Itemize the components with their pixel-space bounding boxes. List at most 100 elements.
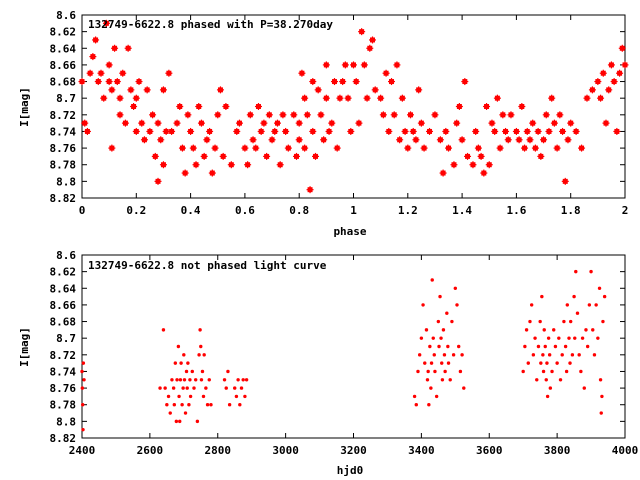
phased-data-point bbox=[151, 152, 159, 160]
unphased-data-point bbox=[419, 336, 424, 340]
phased-data-point bbox=[189, 144, 197, 152]
phased-data-point bbox=[233, 127, 241, 135]
unphased-y-tick-label: 8.62 bbox=[50, 266, 77, 279]
phased-data-point bbox=[322, 94, 330, 102]
unphased-data-point bbox=[541, 353, 545, 357]
unphased-data-point bbox=[528, 319, 532, 324]
phased-data-point bbox=[344, 94, 352, 102]
phased-data-point bbox=[159, 86, 167, 94]
phased-data-point bbox=[81, 119, 89, 127]
phased-points bbox=[78, 19, 629, 194]
unphased-data-point bbox=[446, 361, 451, 365]
unphased-data-point bbox=[436, 319, 441, 324]
unphased-data-point bbox=[552, 328, 556, 332]
unphased-data-point bbox=[439, 336, 443, 340]
phased-data-point bbox=[347, 127, 355, 135]
phased-data-point bbox=[483, 103, 491, 110]
unphased-y-tick-label: 8.68 bbox=[50, 316, 77, 329]
phased-data-point bbox=[512, 127, 520, 135]
unphased-data-point bbox=[453, 286, 458, 290]
phased-data-point bbox=[521, 144, 529, 152]
phased-data-point bbox=[119, 69, 127, 77]
phased-data-point bbox=[244, 161, 252, 169]
phased-data-point bbox=[388, 78, 396, 86]
unphased-data-point bbox=[568, 361, 572, 365]
phased-data-point bbox=[350, 61, 357, 69]
phased-data-point bbox=[333, 144, 341, 152]
unphased-data-point bbox=[437, 344, 441, 349]
unphased-data-point bbox=[523, 344, 527, 349]
phased-data-point bbox=[412, 136, 420, 144]
phased-x-tick-label: 0.4 bbox=[181, 204, 201, 217]
unphased-data-point bbox=[448, 378, 452, 382]
unphased-x-tick-label: 2800 bbox=[205, 444, 232, 457]
unphased-data-point bbox=[539, 361, 543, 365]
unphased-data-point bbox=[190, 369, 194, 374]
phased-x-tick-label: 0.2 bbox=[126, 204, 146, 217]
unphased-data-point bbox=[171, 386, 176, 390]
unphased-data-point bbox=[438, 294, 442, 299]
unphased-data-point bbox=[178, 419, 182, 424]
phased-data-point bbox=[181, 169, 189, 177]
phased-data-point bbox=[464, 152, 472, 160]
unphased-data-point bbox=[451, 353, 456, 357]
phased-data-point bbox=[534, 127, 542, 135]
unphased-data-point bbox=[186, 361, 190, 365]
phased-data-point bbox=[339, 78, 347, 86]
phased-data-point bbox=[472, 127, 480, 135]
unphased-data-point bbox=[173, 361, 178, 365]
unphased-data-point bbox=[163, 386, 167, 390]
phased-data-point bbox=[597, 94, 605, 102]
unphased-data-point bbox=[445, 311, 449, 315]
phased-data-point bbox=[200, 152, 208, 160]
unphased-data-point bbox=[195, 419, 200, 424]
phased-data-point bbox=[469, 161, 477, 169]
phased-data-point bbox=[322, 61, 330, 69]
unphased-data-point bbox=[580, 336, 585, 340]
phased-data-point bbox=[173, 119, 181, 127]
phased-data-point bbox=[143, 86, 151, 94]
unphased-data-point bbox=[536, 344, 541, 349]
unphased-data-point bbox=[183, 411, 188, 415]
phased-data-point bbox=[108, 144, 116, 152]
unphased-data-point bbox=[564, 369, 569, 374]
phased-data-point bbox=[249, 136, 257, 144]
unphased-x-tick-label: 3800 bbox=[544, 444, 571, 457]
phased-data-point bbox=[531, 144, 539, 152]
unphased-data-point bbox=[204, 386, 208, 390]
phased-data-point bbox=[78, 78, 86, 86]
phased-data-point bbox=[138, 119, 146, 127]
phased-data-point bbox=[265, 111, 273, 119]
phased-data-point bbox=[415, 86, 423, 94]
phased-data-point bbox=[187, 127, 195, 135]
phased-data-point bbox=[130, 103, 138, 110]
phased-data-point bbox=[222, 103, 230, 110]
unphased-data-point bbox=[175, 378, 179, 382]
phased-data-point bbox=[86, 69, 94, 77]
unphased-data-point bbox=[592, 353, 597, 357]
unphased-data-point bbox=[81, 427, 85, 432]
phased-data-point bbox=[254, 103, 262, 110]
phased-data-point bbox=[140, 136, 148, 144]
unphased-data-point bbox=[424, 328, 429, 332]
phased-data-point bbox=[393, 61, 401, 69]
phased-data-point bbox=[548, 94, 556, 102]
unphased-data-point bbox=[570, 353, 575, 357]
phased-data-point bbox=[358, 28, 366, 36]
unphased-data-point bbox=[178, 378, 183, 382]
unphased-data-point bbox=[545, 361, 549, 365]
phased-data-point bbox=[616, 69, 624, 77]
unphased-data-point bbox=[207, 378, 211, 382]
phased-data-point bbox=[398, 94, 406, 102]
phased-data-point bbox=[184, 111, 192, 119]
phased-data-point bbox=[154, 177, 162, 185]
phased-x-tick-label: 1.4 bbox=[452, 204, 472, 217]
phased-data-point bbox=[442, 127, 450, 135]
unphased-data-point bbox=[227, 403, 232, 407]
unphased-data-point bbox=[222, 378, 227, 382]
phased-data-point bbox=[621, 61, 629, 69]
phased-data-point bbox=[168, 127, 176, 135]
phased-data-point bbox=[445, 144, 453, 152]
unphased-data-point bbox=[572, 294, 576, 299]
